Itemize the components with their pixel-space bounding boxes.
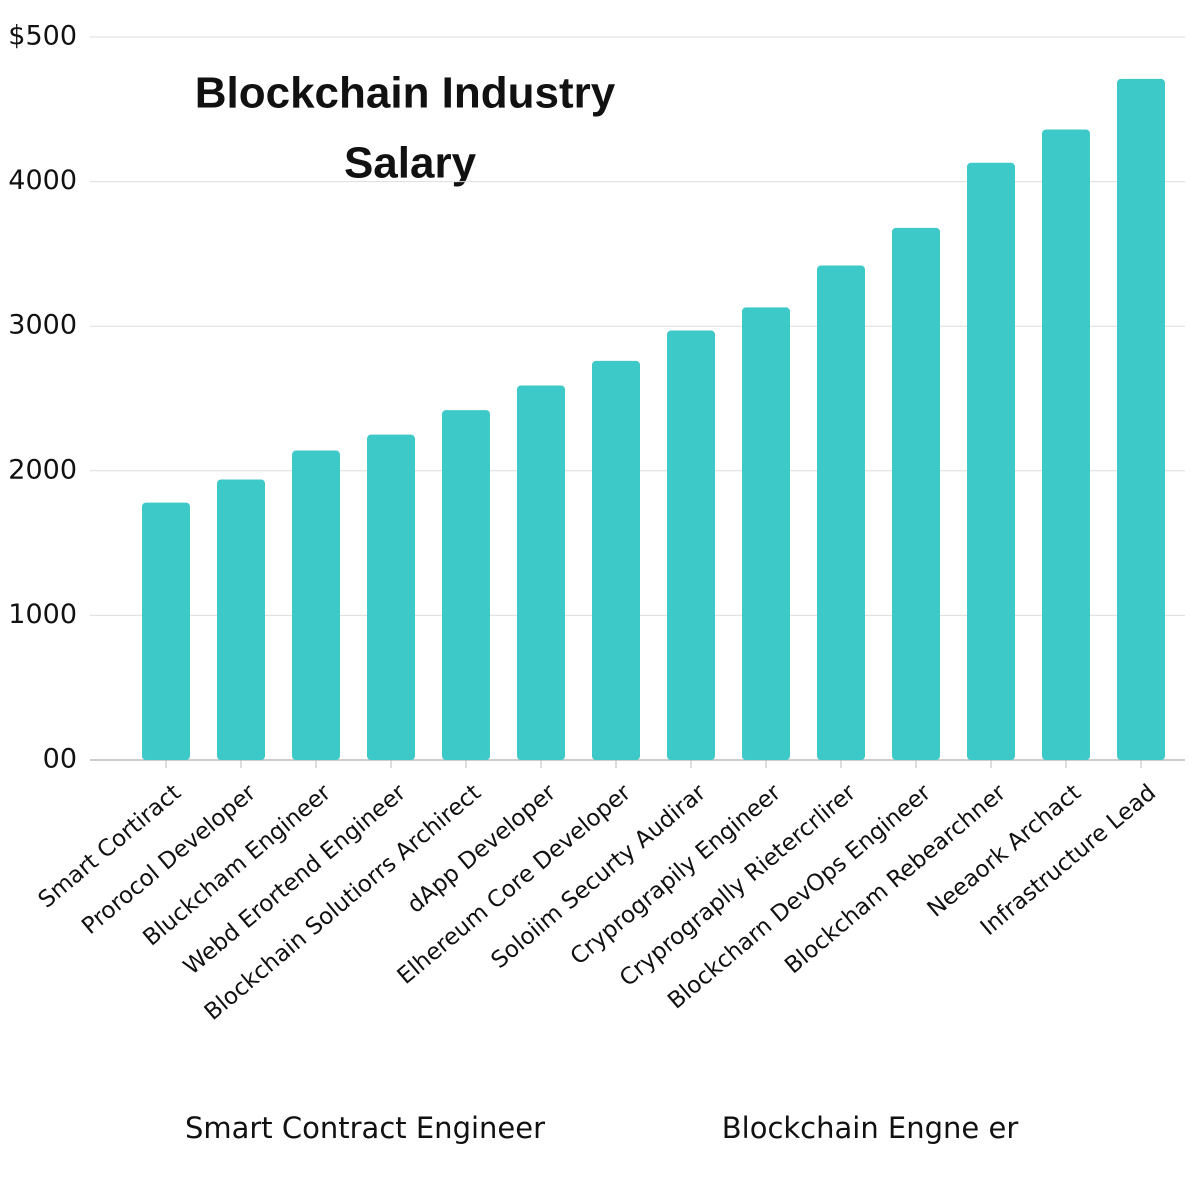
y-tick-label: 00	[43, 744, 77, 775]
chart-title: Salary	[344, 139, 477, 188]
bar	[292, 450, 340, 760]
x-tick-label: Blockchain Solutiorrs Archirect	[200, 780, 486, 1026]
bar	[517, 385, 565, 760]
bar	[367, 434, 415, 760]
bar	[592, 360, 640, 760]
annotation: Smart Contract Engineer	[185, 1111, 545, 1145]
bar	[1042, 129, 1090, 760]
bar	[817, 265, 865, 760]
bar	[1117, 78, 1165, 760]
bar	[217, 479, 265, 760]
bar	[442, 410, 490, 760]
y-tick-label: 1000	[8, 599, 77, 630]
y-tick-label: $500	[8, 21, 77, 52]
bar	[967, 162, 1015, 760]
bar	[667, 330, 715, 760]
y-tick-label: 4000	[8, 165, 77, 196]
bar	[742, 307, 790, 760]
bar	[892, 227, 940, 760]
annotation: Blockchain Engne er	[722, 1111, 1019, 1145]
chart-title: Blockchain Industry	[195, 69, 616, 118]
bar	[142, 502, 190, 760]
y-tick-label: 2000	[8, 454, 77, 485]
y-tick-label: 3000	[8, 310, 77, 341]
